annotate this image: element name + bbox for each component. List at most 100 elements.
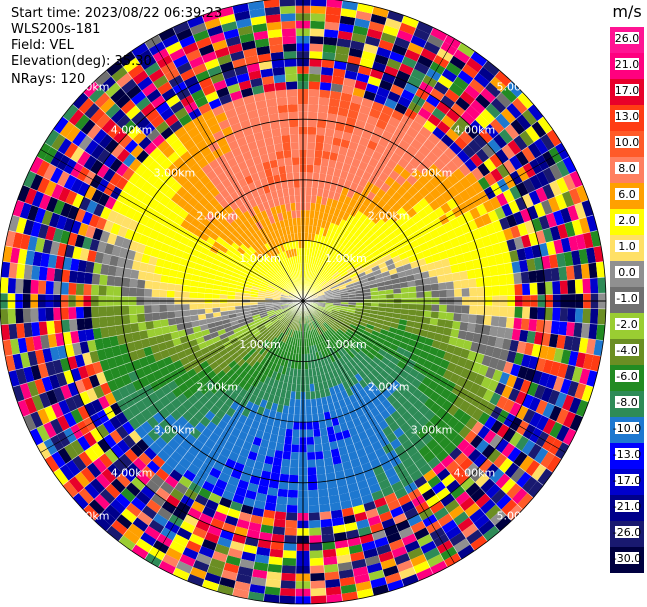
velocity-gate (155, 101, 170, 115)
velocity-gate (554, 193, 568, 210)
ray-line (302, 42, 462, 302)
velocity-gate (305, 376, 310, 385)
colorbar-tick-box (615, 266, 639, 278)
velocity-gate (116, 439, 131, 454)
velocity-gate (96, 423, 110, 439)
ray-line (302, 300, 328, 604)
velocity-gate (195, 450, 208, 463)
velocity-gate (531, 343, 542, 358)
velocity-gate (357, 339, 366, 348)
velocity-gate (366, 451, 378, 462)
velocity-gate (309, 256, 314, 265)
velocity-gate (381, 356, 391, 366)
velocity-gate (315, 336, 321, 344)
velocity-gate (234, 154, 245, 165)
velocity-gate (307, 111, 318, 120)
velocity-gate (455, 253, 465, 264)
velocity-gate (398, 139, 411, 152)
velocity-gate (123, 529, 140, 545)
velocity-gate (309, 557, 324, 566)
velocity-gate (273, 338, 280, 347)
velocity-gate (198, 394, 210, 406)
velocity-gate (550, 267, 560, 282)
velocity-gate (306, 164, 314, 173)
velocity-gate (44, 405, 57, 422)
velocity-gate (110, 87, 126, 104)
velocity-gate (498, 274, 507, 286)
velocity-gate (64, 142, 79, 159)
velocity-gate (308, 96, 319, 105)
velocity-gate (400, 379, 412, 390)
velocity-gate (475, 493, 491, 509)
velocity-gate (248, 358, 257, 368)
velocity-gate (271, 328, 279, 336)
velocity-gate (56, 372, 68, 387)
velocity-gate (461, 523, 479, 539)
velocity-gate (414, 315, 424, 324)
velocity-gate (226, 330, 235, 337)
velocity-gate (265, 144, 276, 154)
velocity-gate (290, 264, 295, 273)
velocity-gate (352, 355, 361, 365)
velocity-gate (282, 451, 292, 460)
velocity-gate (94, 92, 111, 109)
velocity-gate (90, 442, 105, 458)
velocity-gate (99, 488, 116, 505)
velocity-gate (440, 134, 455, 148)
velocity-gate (430, 145, 444, 159)
velocity-gate (275, 309, 283, 314)
velocity-gate (436, 225, 447, 236)
velocity-gate (457, 544, 475, 560)
velocity-gate (354, 342, 364, 351)
velocity-gate (172, 255, 182, 265)
velocity-gate (552, 376, 565, 392)
colorbar-tick-label: 6.0 (618, 188, 636, 201)
velocity-gate (76, 150, 91, 167)
velocity-gate (242, 382, 252, 392)
ray-line (302, 300, 374, 596)
velocity-gate (342, 320, 351, 327)
velocity-gate (242, 126, 254, 137)
velocity-gate (274, 511, 287, 520)
velocity-gate (537, 116, 553, 134)
velocity-gate (421, 432, 434, 445)
velocity-gate (564, 221, 576, 238)
velocity-gate (352, 262, 362, 270)
velocity-gate (165, 253, 175, 263)
velocity-gate (273, 329, 280, 338)
velocity-gate (234, 250, 243, 259)
velocity-gate (140, 168, 154, 182)
velocity-gate (159, 282, 168, 291)
velocity-gate (313, 344, 319, 353)
velocity-gate (432, 462, 446, 476)
velocity-gate (590, 277, 599, 294)
velocity-gate (447, 416, 460, 429)
velocity-gate (89, 108, 106, 124)
velocity-gate (172, 534, 189, 548)
velocity-gate (309, 550, 324, 559)
velocity-gate (104, 82, 121, 98)
velocity-gate (378, 306, 387, 312)
velocity-gate (574, 279, 584, 294)
velocity-gate (84, 139, 99, 156)
velocity-gate (77, 405, 90, 421)
velocity-gate (322, 548, 337, 558)
velocity-gate (485, 222, 496, 236)
velocity-gate (253, 30, 269, 41)
velocity-gate (74, 471, 90, 488)
velocity-gate (502, 361, 514, 375)
velocity-gate (500, 478, 517, 494)
ray-line (302, 6, 374, 302)
velocity-gate (162, 554, 180, 568)
velocity-gate (27, 350, 38, 367)
velocity-gate (330, 325, 338, 333)
velocity-gate (348, 165, 359, 175)
velocity-gate (170, 409, 183, 421)
velocity-gate (134, 176, 147, 190)
velocity-gate (219, 348, 229, 357)
velocity-gate (273, 355, 280, 364)
velocity-gate (363, 302, 372, 307)
velocity-gate (565, 265, 575, 281)
velocity-gate (390, 356, 400, 366)
velocity-gate (315, 258, 321, 266)
